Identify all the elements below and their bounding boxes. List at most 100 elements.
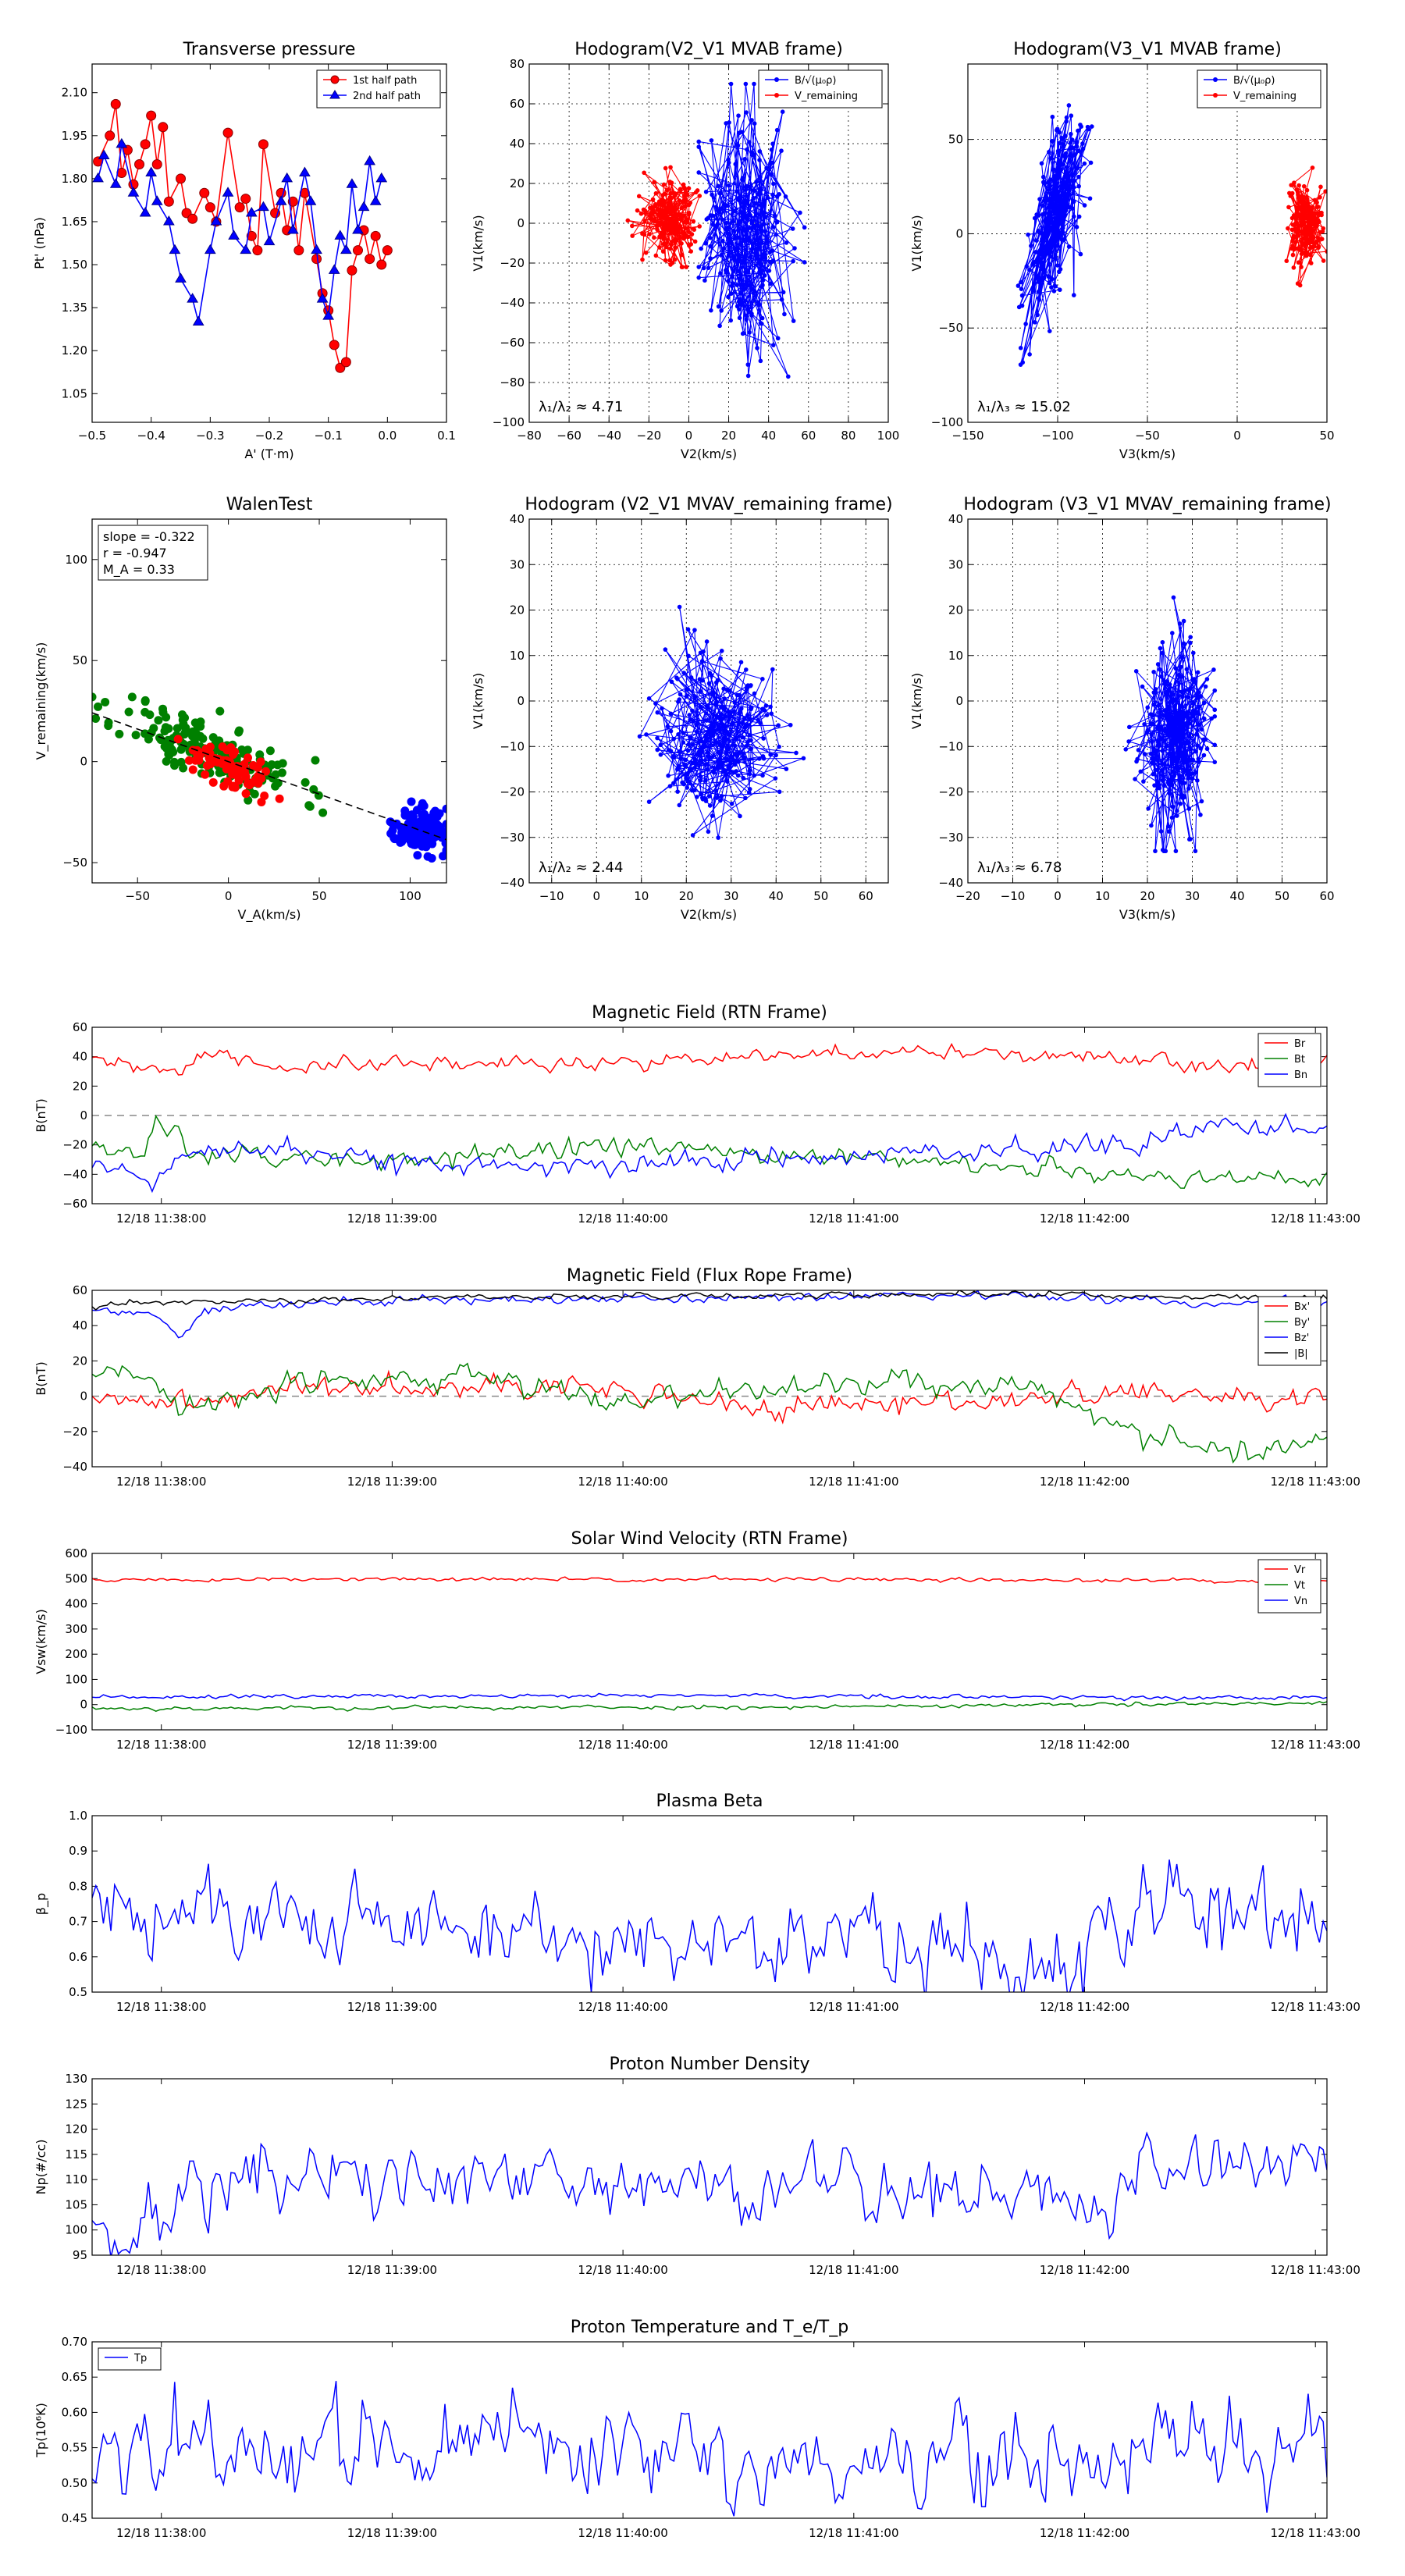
- x-tick-label: −60: [557, 429, 582, 443]
- data-point: [1173, 759, 1179, 763]
- data-point: [1309, 211, 1314, 215]
- x-tick-label: 20: [1140, 889, 1154, 903]
- data-point: [1307, 215, 1312, 219]
- data-point: [764, 165, 769, 171]
- x-tick-label: 40: [1229, 889, 1244, 903]
- data-point: [730, 275, 735, 279]
- data-point: [661, 236, 666, 241]
- data-point: [700, 678, 706, 683]
- data-point: [1170, 804, 1176, 809]
- data-point: [711, 770, 717, 775]
- data-point: [1071, 184, 1076, 190]
- data-point: [1153, 849, 1158, 854]
- legend-label-B/√(μ₀ρ): B/√(μ₀ρ): [795, 75, 836, 87]
- data-point: [660, 249, 666, 254]
- data-point: [658, 212, 663, 218]
- data-point: [1142, 752, 1147, 756]
- data-point: [747, 771, 752, 777]
- data-point: [749, 118, 754, 123]
- data-point: [755, 346, 759, 350]
- data-point: [1164, 707, 1169, 712]
- data-point: [1069, 137, 1075, 142]
- data-point: [1201, 700, 1207, 706]
- y-tick-label: 40: [73, 1050, 87, 1064]
- data-point: [711, 690, 716, 696]
- data-point: [720, 723, 725, 728]
- data-point: [658, 742, 663, 748]
- data-point: [316, 293, 329, 303]
- data-point: [1297, 183, 1301, 188]
- data-point: [792, 246, 797, 251]
- data-point: [744, 183, 749, 189]
- legend-label-V_remaining: V_remaining: [1233, 91, 1297, 102]
- data-point: [1088, 160, 1094, 165]
- data-point: [1203, 684, 1208, 689]
- time-tick-label: 12/18 11:39:00: [347, 1475, 437, 1489]
- data-point: [739, 243, 744, 247]
- data-point: [684, 226, 689, 231]
- data-point: [716, 209, 721, 214]
- data-point: [1087, 196, 1093, 201]
- data-point: [1179, 795, 1185, 800]
- y-axis-label: B(nT): [34, 1361, 48, 1395]
- data-point: [1188, 746, 1193, 752]
- data-point: [222, 187, 234, 197]
- data-point: [1193, 849, 1198, 854]
- x-axis-label: V2(km/s): [681, 907, 737, 922]
- chart-t3: Solar Wind Velocity (RTN Frame) −100 0 100 2…: [34, 1529, 1361, 1752]
- data-point: [745, 147, 749, 152]
- data-point: [1190, 757, 1196, 763]
- data-point: [1158, 724, 1164, 730]
- data-point: [1162, 738, 1168, 742]
- x-axis-label: A' (T·m): [244, 447, 293, 461]
- data-point: [780, 109, 785, 115]
- data-point: [1062, 155, 1068, 159]
- data-point: [777, 192, 781, 197]
- data-point-blue: [413, 851, 422, 860]
- data-point: [340, 357, 351, 368]
- data-point: [1141, 779, 1146, 784]
- x-tick-label: 60: [1319, 889, 1334, 903]
- data-point: [1048, 254, 1053, 259]
- data-point: [275, 195, 287, 205]
- legend-label-By': By': [1294, 1317, 1310, 1329]
- data-point: [1297, 199, 1303, 204]
- y-tick-label: 0: [517, 216, 525, 230]
- data-point: [145, 166, 158, 177]
- data-point: [697, 224, 702, 229]
- y-tick-label: 0.45: [62, 2511, 87, 2525]
- time-tick-label: 12/18 11:43:00: [1271, 1212, 1361, 1226]
- data-point: [758, 271, 763, 276]
- data-point: [687, 767, 692, 772]
- data-point: [311, 254, 322, 265]
- data-point: [187, 293, 199, 303]
- data-point: [1325, 249, 1327, 254]
- data-point: [1291, 233, 1297, 239]
- data-point: [688, 675, 694, 680]
- data-point: [1063, 151, 1069, 156]
- y-tick-label: 200: [65, 1647, 87, 1661]
- data-point: [677, 604, 682, 610]
- data-point: [650, 197, 656, 202]
- data-point: [773, 776, 778, 781]
- data-point: [1019, 293, 1025, 298]
- data-point: [687, 243, 692, 248]
- data-point: [1051, 167, 1055, 172]
- data-point: [1159, 674, 1164, 679]
- time-tick-label: 12/18 11:41:00: [809, 2000, 898, 2014]
- data-point: [724, 270, 729, 276]
- data-point: [653, 701, 658, 706]
- plot-border: [91, 1553, 1328, 1731]
- data-point: [747, 787, 752, 792]
- legend-label-V_remaining: V_remaining: [795, 91, 858, 102]
- data-point: [739, 130, 745, 134]
- y-tick-label: −50: [938, 321, 963, 335]
- data-point: [369, 195, 382, 205]
- data-point: [685, 748, 691, 753]
- data-point: [663, 191, 667, 197]
- data-point: [222, 127, 233, 138]
- data-point: [652, 235, 656, 240]
- data-point-red: [208, 777, 218, 787]
- data-point: [1155, 743, 1161, 748]
- data-point: [1197, 722, 1201, 728]
